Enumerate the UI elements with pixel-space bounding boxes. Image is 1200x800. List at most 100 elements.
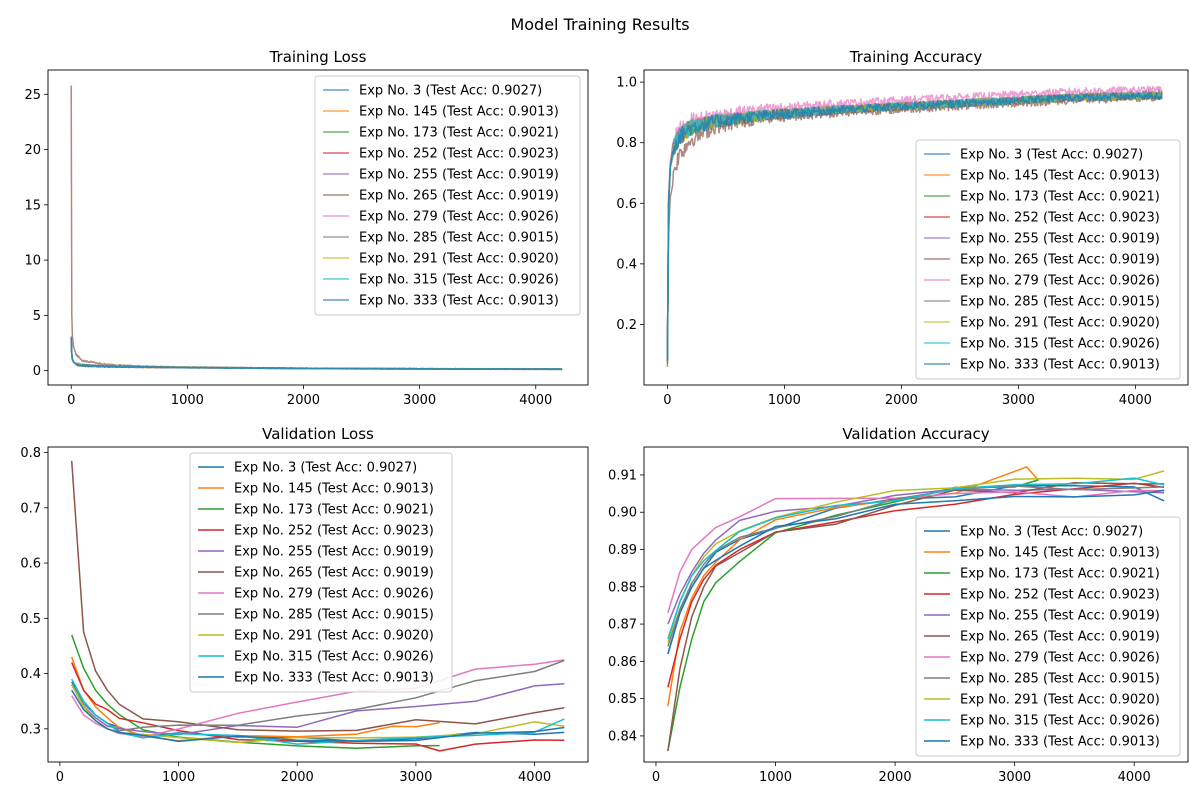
x-tick-label: 4000: [1119, 393, 1152, 408]
legend: Exp No. 3 (Test Acc: 0.9027) Exp No. 145 …: [314, 75, 581, 316]
legend-label: Exp No. 333 (Test Acc: 0.9013): [359, 294, 559, 309]
y-tick-label: 0.6: [616, 197, 637, 212]
x-tick-label: 3000: [399, 770, 432, 785]
plot-area: [667, 466, 1165, 751]
y-tick-label: 0.90: [608, 506, 637, 521]
legend-label: Exp No. 315 (Test Acc: 0.9026): [234, 650, 434, 665]
x-tick-label: 4000: [519, 393, 552, 408]
axes-frame: [47, 446, 589, 763]
legend-label: Exp No. 252 (Test Acc: 0.9023): [960, 211, 1160, 226]
series-line: [71, 682, 565, 736]
legend-label: Exp No. 315 (Test Acc: 0.9026): [359, 273, 559, 288]
x-tick-label: 0: [67, 393, 75, 408]
legend-label: Exp No. 291 (Test Acc: 0.9020): [234, 629, 434, 644]
legend-label: Exp No. 291 (Test Acc: 0.9020): [960, 316, 1160, 331]
y-tick-label: 0.4: [20, 667, 41, 682]
x-tick-label: 0: [652, 770, 660, 785]
legend-label: Exp No. 265 (Test Acc: 0.9019): [234, 566, 434, 581]
legend-label: Exp No. 252 (Test Acc: 0.9023): [234, 524, 434, 539]
figure-suptitle: Model Training Results: [510, 15, 689, 34]
legend-label: Exp No. 315 (Test Acc: 0.9026): [960, 337, 1160, 352]
legend-label: Exp No. 145 (Test Acc: 0.9013): [234, 482, 434, 497]
series-line: [666, 91, 1163, 361]
x-tick-label: 2000: [885, 393, 918, 408]
chart-title: Validation Accuracy: [842, 425, 989, 443]
chart-train_acc: Training Accuracy 0 1000 2000 3000 4000 0.2 0.4…: [616, 48, 1189, 408]
y-tick-label: 0.6: [20, 557, 41, 572]
legend-label: Exp No. 173 (Test Acc: 0.9021): [960, 190, 1160, 205]
y-tick-label: 0.85: [608, 692, 637, 707]
x-tick-label: 1000: [759, 770, 792, 785]
legend-label: Exp No. 315 (Test Acc: 0.9026): [960, 714, 1160, 729]
chart-title: Training Accuracy: [849, 48, 983, 66]
legend: Exp No. 3 (Test Acc: 0.9027) Exp No. 145 …: [915, 516, 1181, 757]
y-tick-label: 0.8: [616, 136, 637, 151]
plot-area: [70, 460, 565, 752]
chart-title: Validation Loss: [262, 425, 374, 443]
legend-label: Exp No. 3 (Test Acc: 0.9027): [960, 148, 1143, 163]
legend-label: Exp No. 285 (Test Acc: 0.9015): [960, 672, 1160, 687]
legend-label: Exp No. 265 (Test Acc: 0.9019): [960, 630, 1160, 645]
series-line: [666, 93, 1163, 367]
legend-label: Exp No. 291 (Test Acc: 0.9020): [960, 693, 1160, 708]
legend-label: Exp No. 333 (Test Acc: 0.9013): [234, 671, 434, 686]
legend-label: Exp No. 255 (Test Acc: 0.9019): [960, 232, 1160, 247]
legend-label: Exp No. 145 (Test Acc: 0.9013): [960, 169, 1160, 184]
x-tick-label: 2000: [879, 770, 912, 785]
legend-label: Exp No. 255 (Test Acc: 0.9019): [359, 168, 559, 183]
legend-box: [189, 452, 453, 693]
legend-label: Exp No. 291 (Test Acc: 0.9020): [359, 252, 559, 267]
series-line: [70, 336, 563, 371]
legend-label: Exp No. 285 (Test Acc: 0.9015): [234, 608, 434, 623]
y-tick-label: 0.87: [608, 618, 637, 633]
series-line: [71, 662, 565, 752]
legend-label: Exp No. 255 (Test Acc: 0.9019): [960, 609, 1160, 624]
y-tick-label: 0.8: [20, 446, 41, 461]
axes-frame: [47, 69, 589, 386]
x-tick-label: 3000: [403, 393, 436, 408]
series-line: [667, 489, 1165, 655]
legend-label: Exp No. 173 (Test Acc: 0.9021): [359, 126, 559, 141]
legend-label: Exp No. 279 (Test Acc: 0.9026): [234, 587, 434, 602]
legend-label: Exp No. 279 (Test Acc: 0.9026): [359, 210, 559, 225]
legend-label: Exp No. 333 (Test Acc: 0.9013): [960, 358, 1160, 373]
y-tick-label: 0.5: [20, 612, 41, 627]
x-tick-label: 2000: [281, 770, 314, 785]
legend-label: Exp No. 255 (Test Acc: 0.9019): [234, 545, 434, 560]
chart-val_acc: Validation Accuracy 0 1000 2000 3000 4000 0.84…: [608, 425, 1189, 785]
x-tick-label: 4000: [1118, 770, 1151, 785]
y-tick-label: 25: [24, 88, 41, 103]
x-tick-label: 3000: [1002, 393, 1035, 408]
y-tick-label: 0.88: [608, 580, 637, 595]
x-tick-label: 0: [56, 770, 64, 785]
legend: Exp No. 3 (Test Acc: 0.9027) Exp No. 145 …: [189, 452, 453, 693]
axes-frame: [643, 69, 1189, 386]
legend-label: Exp No. 3 (Test Acc: 0.9027): [960, 525, 1143, 540]
series-line: [667, 466, 1040, 707]
y-tick-label: 0.89: [608, 543, 637, 558]
legend-label: Exp No. 173 (Test Acc: 0.9021): [234, 503, 434, 518]
legend-label: Exp No. 145 (Test Acc: 0.9013): [359, 105, 559, 120]
chart-train_loss: Training Loss 0 1000 2000 3000 4000 0 5 10 15 20 25…: [24, 48, 589, 408]
y-tick-label: 0: [33, 364, 41, 379]
legend-box: [915, 516, 1181, 757]
legend-label: Exp No. 279 (Test Acc: 0.9026): [960, 651, 1160, 666]
y-tick-label: 0.4: [616, 257, 637, 272]
legend-label: Exp No. 3 (Test Acc: 0.9027): [359, 84, 542, 99]
y-tick-label: 20: [24, 143, 41, 158]
legend-label: Exp No. 252 (Test Acc: 0.9023): [960, 588, 1160, 603]
x-tick-label: 0: [663, 393, 671, 408]
y-tick-label: 0.7: [20, 501, 41, 516]
legend-label: Exp No. 279 (Test Acc: 0.9026): [960, 274, 1160, 289]
legend: Exp No. 3 (Test Acc: 0.9027) Exp No. 145 …: [915, 139, 1181, 380]
legend-box: [314, 75, 581, 316]
axes-frame: [643, 446, 1189, 763]
legend-label: Exp No. 252 (Test Acc: 0.9023): [359, 147, 559, 162]
legend-label: Exp No. 265 (Test Acc: 0.9019): [359, 189, 559, 204]
legend-label: Exp No. 3 (Test Acc: 0.9027): [234, 461, 417, 476]
plot-area: [70, 85, 563, 371]
series-line: [667, 477, 1165, 640]
chart-title: Training Loss: [269, 48, 367, 66]
x-tick-label: 1000: [768, 393, 801, 408]
